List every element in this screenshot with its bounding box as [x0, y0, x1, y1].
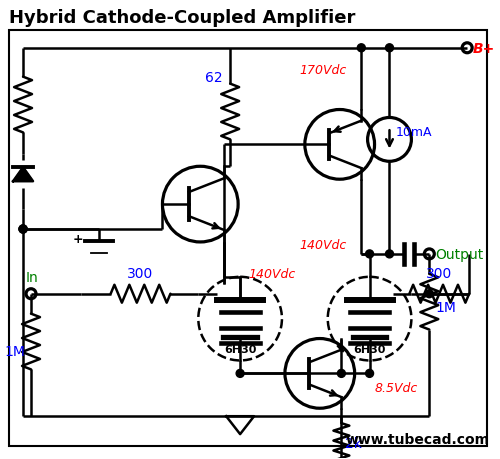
Text: 62: 62 — [204, 71, 222, 84]
Text: B+: B+ — [473, 42, 496, 56]
Text: 6H30: 6H30 — [224, 344, 256, 354]
Text: 1M: 1M — [436, 300, 456, 314]
Text: Output: Output — [436, 247, 484, 261]
Text: 6H30: 6H30 — [354, 344, 386, 354]
Text: In: In — [26, 270, 39, 284]
Text: 2k: 2k — [346, 436, 362, 450]
Circle shape — [366, 250, 374, 258]
Polygon shape — [13, 168, 33, 182]
Circle shape — [358, 45, 366, 53]
Circle shape — [19, 225, 27, 234]
Circle shape — [26, 289, 36, 299]
Text: 300: 300 — [128, 266, 154, 280]
Circle shape — [338, 369, 345, 378]
Circle shape — [366, 369, 374, 378]
Text: +: + — [72, 233, 83, 246]
Text: 1M: 1M — [4, 345, 25, 358]
Circle shape — [462, 44, 472, 54]
Text: www.tubecad.com: www.tubecad.com — [345, 432, 489, 446]
Circle shape — [424, 249, 434, 259]
Circle shape — [386, 45, 394, 53]
Text: 8.5Vdc: 8.5Vdc — [374, 381, 418, 394]
Circle shape — [236, 369, 244, 378]
Text: 140Vdc: 140Vdc — [248, 268, 296, 281]
Circle shape — [426, 290, 434, 298]
Circle shape — [19, 225, 27, 234]
Circle shape — [386, 250, 394, 258]
Text: 140Vdc: 140Vdc — [300, 238, 347, 252]
Text: 10mA: 10mA — [396, 126, 432, 139]
Text: 170Vdc: 170Vdc — [300, 63, 347, 77]
Text: 300: 300 — [426, 266, 452, 280]
Text: Hybrid Cathode-Coupled Amplifier: Hybrid Cathode-Coupled Amplifier — [9, 9, 356, 27]
Circle shape — [19, 225, 27, 234]
